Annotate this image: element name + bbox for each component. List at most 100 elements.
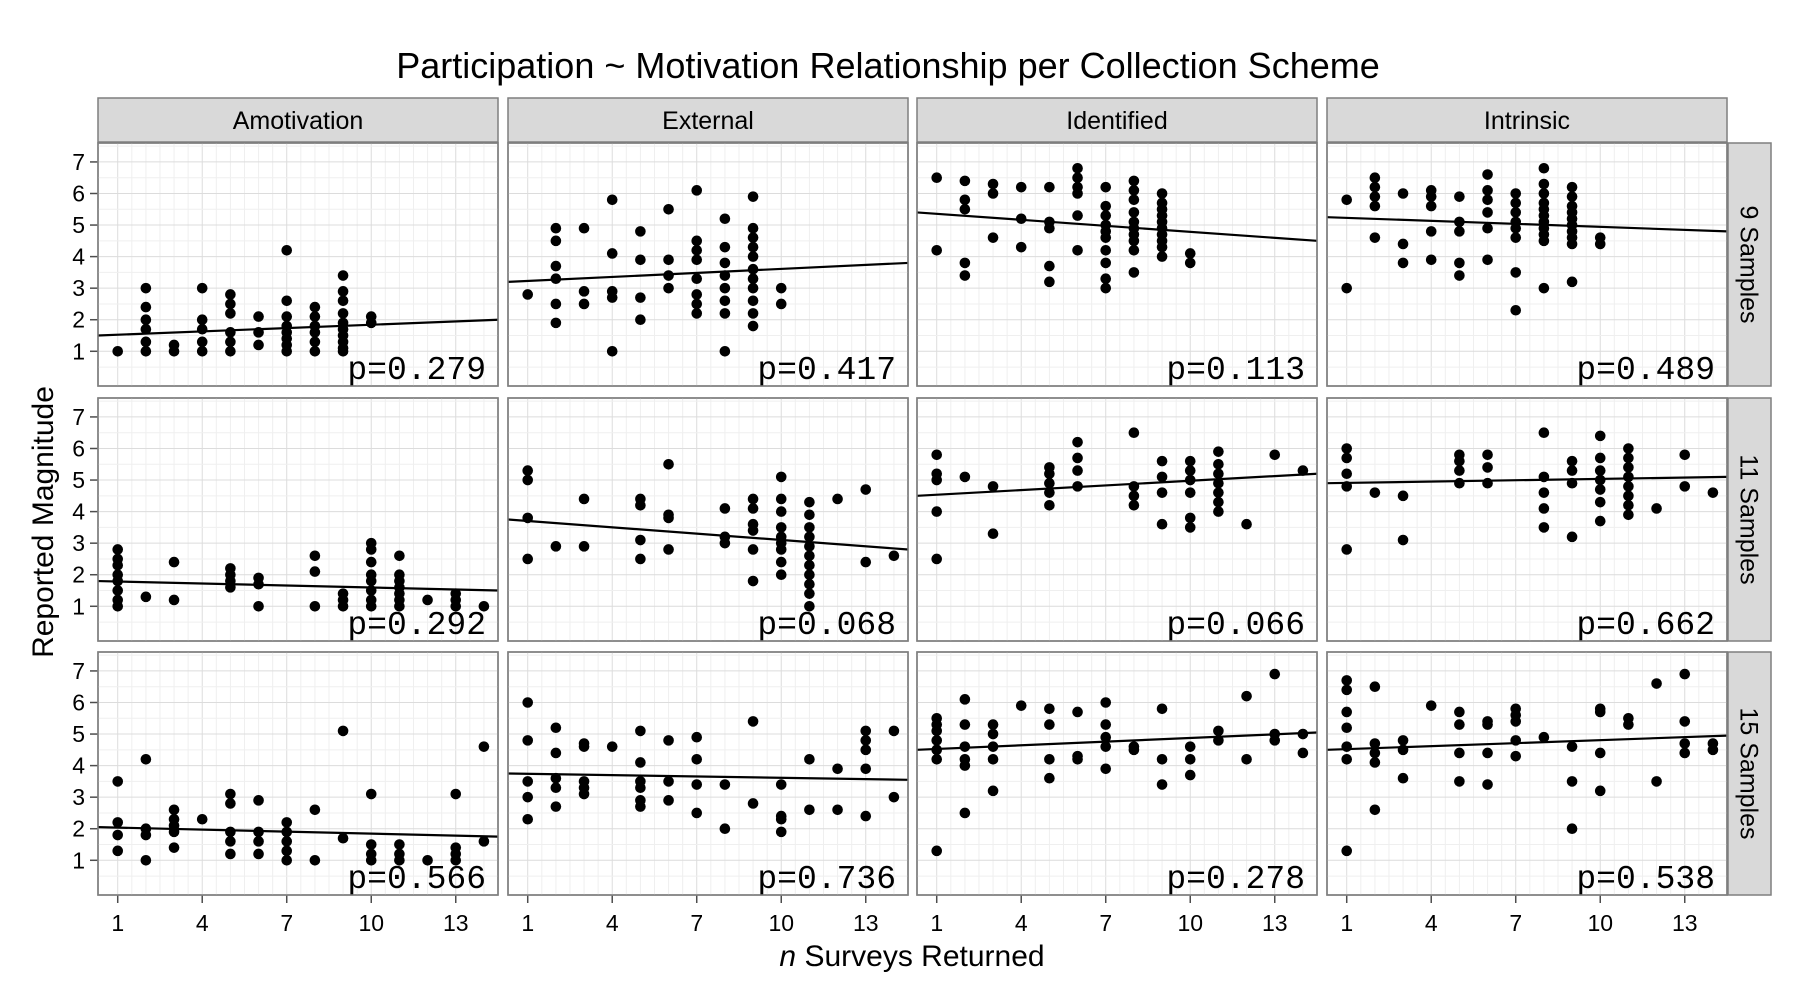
- data-point: [337, 286, 349, 297]
- data-point: [1510, 304, 1522, 316]
- data-point: [168, 813, 180, 825]
- data-point: [196, 813, 208, 825]
- facet-panel: p=0.489: [1326, 142, 1728, 389]
- data-point: [1341, 722, 1353, 734]
- p-value-label: p=0.113: [1166, 352, 1305, 389]
- data-point: [606, 741, 618, 752]
- data-point: [1213, 477, 1224, 489]
- data-point: [168, 842, 180, 853]
- data-point: [931, 735, 943, 746]
- data-point: [931, 506, 943, 517]
- data-point: [804, 531, 815, 543]
- data-point: [550, 317, 562, 329]
- chart-title: Participation ~ Motivation Relationship …: [396, 45, 1380, 86]
- data-point: [775, 522, 787, 533]
- data-point: [365, 594, 377, 606]
- data-point: [987, 728, 999, 740]
- data-point: [804, 753, 815, 765]
- row-strip-label: 15 Samples: [1735, 707, 1763, 839]
- data-point: [804, 578, 815, 590]
- data-point: [719, 295, 731, 307]
- data-point: [281, 320, 293, 332]
- data-point: [1397, 238, 1409, 250]
- data-point: [140, 854, 152, 866]
- panel-border: [507, 651, 909, 896]
- data-point: [196, 336, 208, 348]
- data-point: [1538, 188, 1550, 199]
- data-point: [1679, 449, 1691, 461]
- data-point: [1707, 738, 1719, 749]
- data-point: [1397, 735, 1409, 746]
- row-strip: [1727, 651, 1772, 896]
- data-point: [281, 295, 293, 307]
- data-point: [112, 594, 124, 606]
- data-point: [1341, 741, 1353, 752]
- data-point: [522, 289, 534, 300]
- data-point: [1072, 465, 1083, 476]
- data-point: [747, 308, 759, 319]
- x-tick-label: 10: [1177, 910, 1203, 936]
- data-point: [1044, 719, 1055, 730]
- x-tick-label: 13: [1672, 910, 1698, 936]
- data-point: [1566, 477, 1578, 489]
- data-point: [253, 848, 264, 860]
- data-point: [1482, 747, 1493, 759]
- y-tick-label: 6: [72, 689, 85, 715]
- data-point: [804, 509, 815, 521]
- data-point: [1341, 194, 1353, 206]
- p-value-label: p=0.279: [347, 352, 486, 389]
- panel-border: [916, 142, 1318, 387]
- data-point: [1510, 750, 1522, 762]
- data-point: [1369, 200, 1381, 212]
- data-point: [1241, 753, 1252, 765]
- data-point: [1341, 282, 1353, 294]
- data-point: [394, 569, 405, 581]
- data-point: [1566, 823, 1578, 835]
- column-strip: [507, 97, 909, 143]
- data-point: [253, 311, 264, 322]
- data-point: [1269, 449, 1281, 461]
- panel-border: [916, 651, 1318, 896]
- data-point: [225, 788, 236, 800]
- x-axis-label-italic: n: [779, 940, 796, 973]
- data-point: [550, 260, 562, 272]
- data-point: [1128, 185, 1140, 196]
- data-point: [1510, 216, 1522, 228]
- data-point: [1100, 257, 1112, 269]
- data-point: [365, 537, 377, 549]
- data-point: [747, 295, 759, 307]
- data-point: [1156, 779, 1168, 790]
- y-tick-label: 7: [72, 404, 85, 430]
- column-strip-label: Intrinsic: [1484, 107, 1570, 135]
- data-point: [1044, 487, 1055, 498]
- y-tick-label: 6: [72, 180, 85, 206]
- data-point: [1297, 465, 1309, 476]
- data-point: [1184, 522, 1196, 533]
- facet-panel: p=0.066: [916, 397, 1318, 644]
- data-point: [1369, 232, 1381, 243]
- data-point: [1594, 484, 1606, 495]
- data-point: [1538, 487, 1550, 498]
- data-point: [775, 298, 787, 310]
- data-point: [196, 314, 208, 326]
- data-point: [140, 591, 152, 603]
- data-point: [959, 175, 971, 187]
- data-point: [1213, 725, 1224, 737]
- data-point: [719, 503, 731, 514]
- data-point: [747, 320, 759, 332]
- data-point: [1454, 719, 1465, 730]
- data-point: [1566, 776, 1578, 787]
- data-point: [1044, 772, 1055, 784]
- data-point: [931, 553, 943, 565]
- data-point: [225, 308, 236, 319]
- x-tick-label: 7: [1099, 910, 1112, 936]
- data-point: [635, 757, 646, 768]
- data-point: [1072, 452, 1083, 464]
- data-point: [1156, 487, 1168, 498]
- data-point: [281, 817, 293, 828]
- x-tick-label: 1: [521, 910, 534, 936]
- data-point: [747, 251, 759, 262]
- data-point: [1100, 719, 1112, 730]
- data-point: [1369, 747, 1381, 759]
- data-point: [747, 222, 759, 234]
